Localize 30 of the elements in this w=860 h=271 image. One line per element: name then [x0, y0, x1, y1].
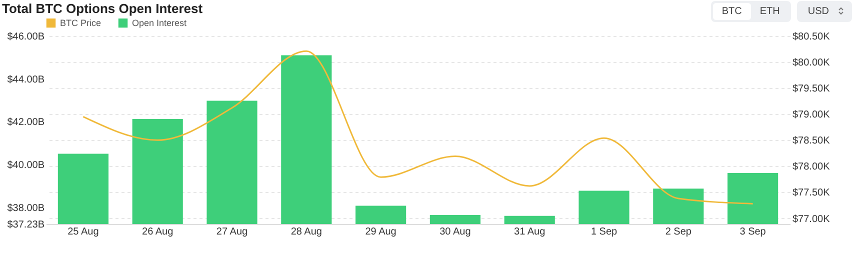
legend-label: Open Interest [132, 18, 188, 28]
currency-select: USD [796, 1, 852, 22]
x-tick-label: 28 Aug [290, 226, 322, 238]
y2-tick-label: $77.00K [792, 214, 830, 225]
y-tick-label: $37.23B [7, 220, 45, 230]
x-tick-label: 2 Sep [665, 226, 692, 238]
x-tick-label: 25 Aug [68, 226, 99, 238]
y2-tick-label: $80.50K [792, 32, 830, 42]
y-tick-label: $38.00B [7, 202, 45, 214]
x-tick-label: 1 Sep [590, 226, 618, 238]
y2-tick-label: $78.00K [792, 162, 830, 173]
y2-tick-label: $77.50K [792, 188, 830, 199]
asset-toggle: BTC ETH [710, 1, 791, 22]
y-tick-label: $44.00B [7, 74, 45, 86]
line-series [82, 50, 754, 204]
y2-tick-label: $80.00K [792, 58, 830, 69]
y2-tick-label: $79.50K [792, 84, 830, 95]
y-tick-label: $46.00B [7, 32, 45, 42]
x-tick-label: 30 Aug [440, 226, 471, 238]
x-tick-label: 31 Aug [514, 226, 546, 238]
y-tick-label: $40.00B [7, 160, 45, 172]
y2-tick-label: $79.00K [792, 110, 830, 121]
x-tick-label: 27 Aug [216, 226, 248, 238]
y2-tick-label: $78.50K [792, 136, 830, 147]
x-tick-label: 3 Sep [740, 226, 766, 238]
x-tick-label: 29 Aug [365, 226, 396, 238]
x-tick-label: 26 Aug [142, 226, 174, 238]
legend-label: BTC Price [60, 18, 102, 28]
y-tick-label: $42.00B [7, 117, 45, 128]
chart-title: Total BTC Options Open Interest [2, 1, 203, 16]
